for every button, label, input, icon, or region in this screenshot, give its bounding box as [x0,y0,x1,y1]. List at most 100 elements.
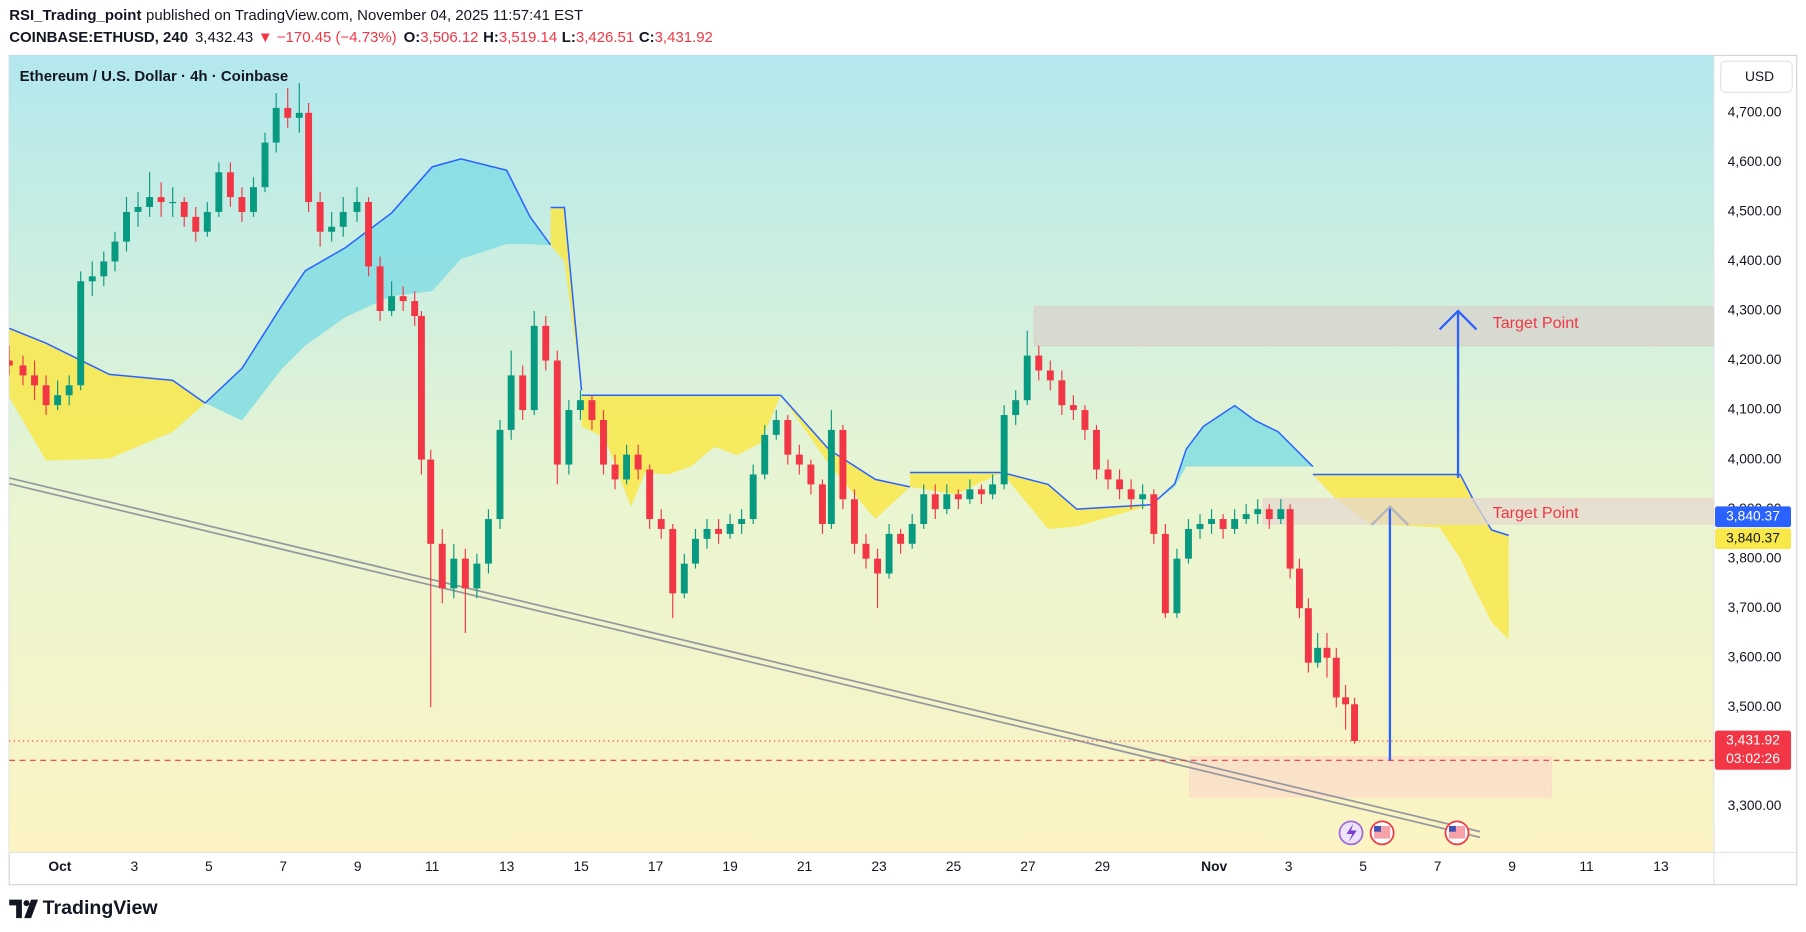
cloud-line [204,158,552,404]
candle-body [1046,370,1054,381]
candle-body [954,494,962,500]
candle-body [920,494,928,524]
candle-body [634,454,642,470]
candle-body [1185,528,1192,559]
trend-line [9,482,1481,839]
cloud-area [550,207,582,391]
candle-body [1000,415,1008,485]
candle-body [908,523,916,544]
candle-body [1231,519,1239,529]
author[interactable]: RSI_Trading_point [9,7,141,24]
symbol-line: COINBASE:ETHUSD, 240 3,432.43 ▼ −170.45 (−… [9,29,713,46]
candle-body [1265,509,1273,520]
candle-body [417,315,425,460]
candle-body [146,197,154,207]
price-label-box [1715,506,1792,528]
ohlc-value: 3,506.12 [420,29,478,46]
candle-body [795,454,803,465]
candle-body [784,419,792,455]
candle-body [295,112,303,118]
ohlc-value: 3,431.92 [655,29,713,46]
candle-body [305,112,313,203]
cloud-area [780,395,910,520]
annotation: Target Point [1493,314,1579,332]
candle-body [1127,489,1135,500]
candle-body [1314,647,1322,663]
candle-body [588,400,596,420]
y-tick-label: 3,700.00 [1728,599,1782,615]
candle-body [226,172,234,198]
candle-body [897,533,905,544]
candle-body [238,197,246,212]
candle-body [623,454,631,480]
candle-body [931,494,939,510]
candle-body [977,489,985,495]
candle-body [399,296,407,302]
candle-body [353,202,361,212]
x-tick-label: 23 [871,858,887,874]
candle-body [316,202,324,232]
ohlc-key: O: [404,29,421,46]
cloud-area [909,472,1002,495]
cloud-line [1151,404,1314,506]
candle-body [966,489,974,500]
ohlc-key: H: [483,29,499,46]
footer-brand[interactable]: TradingView [43,897,159,919]
x-tick-label: 11 [425,858,439,874]
price-label-box [1715,730,1792,770]
chart-title: Ethereum / U.S. Dollar · 4h · Coinbase [20,68,289,85]
x-tick-label: 29 [1095,858,1111,874]
candle-body [328,226,336,232]
candle-body [261,142,269,188]
y-tick-label: 4,600.00 [1728,153,1782,169]
candle-body [180,202,188,217]
event-icons [1338,820,1470,846]
zone [1033,305,1714,347]
candle-body [715,528,723,534]
cloud-line [780,394,911,488]
x-tick-label: 27 [1020,858,1035,874]
x-tick-label: Nov [1201,858,1227,874]
y-tick-label: 4,300.00 [1728,302,1782,318]
candle-body [1139,494,1147,500]
price-label: 3,431.92 [1726,732,1780,748]
candle-body [646,469,654,520]
candle-body [874,558,882,574]
candle-body [862,543,870,559]
cloud-area [1151,405,1313,505]
y-tick-label: 3,300.00 [1728,797,1782,813]
candle-body [1332,657,1340,698]
currency-button[interactable] [1720,60,1793,93]
candle-body [885,533,893,574]
ohlc-value: 3,519.14 [499,29,557,46]
x-tick-label: 11 [1579,858,1593,874]
candle-body [339,211,347,227]
candle-body [438,543,446,589]
cloud-area [1001,472,1152,529]
candle-body [272,107,280,143]
candle-body [111,241,119,262]
price-label-box [1715,528,1792,550]
y-tick-label: 3,600.00 [1728,648,1782,664]
candle-body [427,459,435,544]
x-tick-label: 9 [1508,858,1516,874]
candle-body [726,523,734,534]
flag-canton [1374,825,1381,832]
candle-body [565,410,573,465]
candle-body [1208,519,1216,524]
y-tick-label: 3,800.00 [1728,549,1782,565]
annotation: Target Point [1493,504,1579,522]
x-tick-label: 5 [205,858,213,874]
ohlc-value: 3,426.51 [576,29,634,46]
candle-body [1219,519,1227,529]
candle-body [461,558,469,589]
currency-label[interactable]: USD [1745,68,1774,84]
candle-body [761,434,769,475]
candle-body [576,400,584,411]
candle-body [284,107,292,118]
candle-body [31,375,38,386]
candle-body [530,325,538,411]
axes: 3,300.00 3,500.00 3,600.00 3,700.00 3,800.00… [48,104,1792,874]
